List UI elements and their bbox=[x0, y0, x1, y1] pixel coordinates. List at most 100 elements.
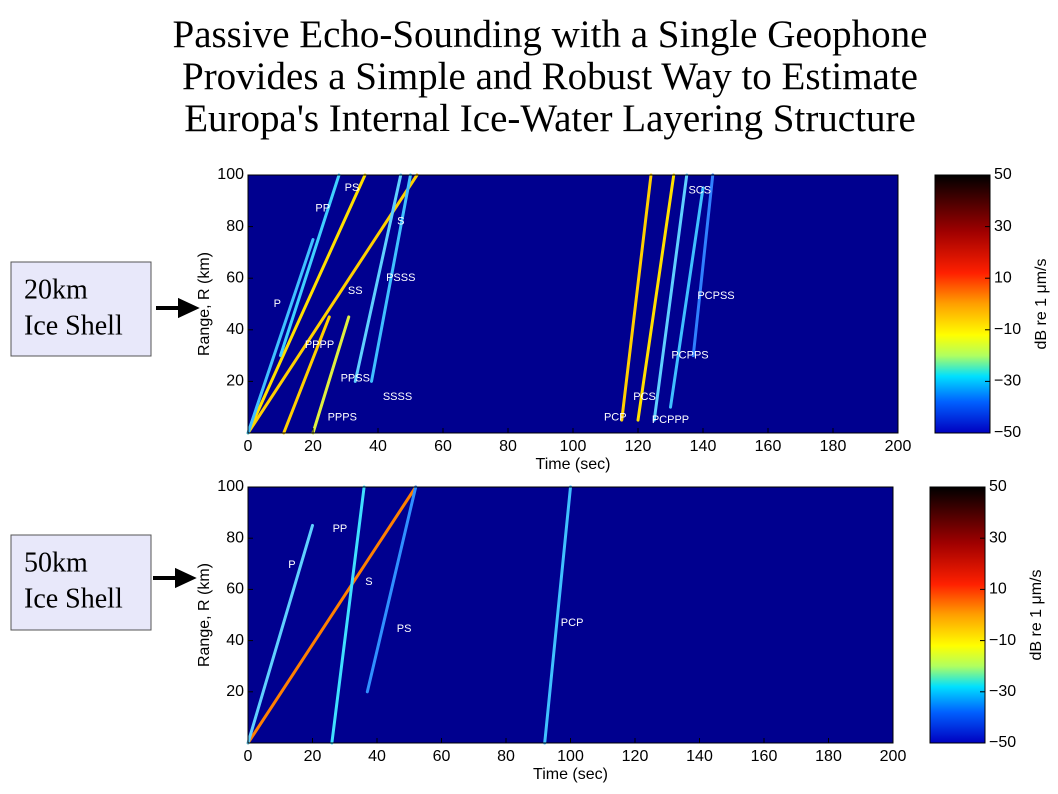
x-tick-label: 80 bbox=[497, 748, 515, 765]
arrival-curve bbox=[636, 173, 676, 422]
annotation: PPPP bbox=[305, 339, 334, 351]
colorbar-tick-label: −10 bbox=[994, 321, 1021, 338]
annotation: PCPPP bbox=[652, 414, 689, 426]
box-label: Ice Shell bbox=[24, 310, 123, 341]
y-tick-label: 40 bbox=[226, 321, 244, 338]
y-tick-label: 80 bbox=[226, 529, 244, 546]
plot-area bbox=[248, 175, 898, 433]
x-tick-label: 180 bbox=[815, 748, 842, 765]
x-tick-label: 80 bbox=[499, 438, 517, 455]
annotation: PPPS bbox=[328, 411, 357, 423]
annotation: PSSS bbox=[386, 272, 415, 284]
colorbar-tick-label: −30 bbox=[989, 683, 1016, 700]
arrival-curve bbox=[282, 315, 331, 435]
x-tick-label: 200 bbox=[880, 748, 907, 765]
arrow bbox=[153, 567, 197, 589]
y-axis-label: Range, R (km) bbox=[196, 563, 213, 667]
label-box bbox=[10, 534, 152, 631]
arrow bbox=[156, 297, 200, 319]
annotation: SCS bbox=[688, 184, 711, 196]
colorbar-tick-label: −50 bbox=[989, 734, 1016, 751]
x-tick-label: 40 bbox=[369, 438, 387, 455]
arrival-curve bbox=[620, 173, 653, 422]
x-tick-label: 60 bbox=[433, 748, 451, 765]
arrival-curve bbox=[246, 485, 418, 745]
label-box bbox=[10, 261, 152, 357]
arrival-curve bbox=[652, 173, 689, 422]
y-tick-label: 40 bbox=[226, 632, 244, 649]
colorbar-tick-label: −10 bbox=[989, 632, 1016, 649]
y-tick-label: 100 bbox=[217, 166, 244, 183]
annotation: PCP bbox=[604, 411, 627, 423]
y-tick-label: 100 bbox=[217, 478, 244, 495]
x-tick-label: 0 bbox=[244, 438, 253, 455]
colorbar-tick-label: 50 bbox=[989, 478, 1007, 495]
y-tick-label: 60 bbox=[226, 269, 244, 286]
colorbar-tick-label: 30 bbox=[989, 529, 1007, 546]
x-tick-label: 160 bbox=[755, 438, 782, 455]
colorbar-tick-label: −50 bbox=[994, 424, 1021, 441]
arrival-curve bbox=[691, 173, 715, 358]
arrival-curve bbox=[246, 173, 367, 435]
y-tick-label: 20 bbox=[226, 373, 244, 390]
annotation: PCS bbox=[633, 391, 656, 403]
x-tick-label: 100 bbox=[557, 748, 584, 765]
colorbar-label: dB re 1 μm/s bbox=[1028, 569, 1045, 660]
annotation: PS bbox=[345, 182, 360, 194]
annotation: PCPSS bbox=[697, 290, 734, 302]
colorbar-tick-label: 10 bbox=[989, 581, 1007, 598]
x-tick-label: 100 bbox=[560, 438, 587, 455]
colorbar-tick-label: 30 bbox=[994, 218, 1012, 235]
annotation: P bbox=[274, 298, 281, 310]
arrival-curve bbox=[365, 485, 418, 694]
y-tick-label: 20 bbox=[226, 683, 244, 700]
x-axis-label: Time (sec) bbox=[536, 456, 611, 473]
annotation: PPSS bbox=[341, 373, 370, 385]
arrival-curve bbox=[543, 485, 572, 745]
box-label: 50km bbox=[24, 547, 88, 578]
arrival-curve bbox=[370, 173, 412, 383]
arrival-curve bbox=[330, 485, 366, 745]
arrival-curve bbox=[246, 173, 419, 435]
title-line: Europa's Internal Ice-Water Layering Str… bbox=[184, 97, 916, 140]
x-tick-label: 120 bbox=[622, 748, 649, 765]
colorbar-tick-label: 10 bbox=[994, 269, 1012, 286]
y-axis-label: Range, R (km) bbox=[196, 252, 213, 356]
x-tick-label: 20 bbox=[304, 748, 322, 765]
box-label: 20km bbox=[24, 274, 88, 305]
x-tick-label: 160 bbox=[751, 748, 778, 765]
arrival-curve bbox=[246, 238, 315, 435]
x-tick-label: 180 bbox=[820, 438, 847, 455]
title-line: Passive Echo-Sounding with a Single Geop… bbox=[173, 13, 928, 56]
annotation: SSSS bbox=[383, 391, 412, 403]
title-line: Provides a Simple and Robust Way to Esti… bbox=[182, 55, 918, 98]
colorbar bbox=[929, 486, 986, 744]
annotation: PS bbox=[397, 623, 412, 635]
arrival-curve bbox=[279, 173, 341, 358]
arrival-curve bbox=[311, 315, 351, 435]
annotation: P bbox=[288, 559, 295, 571]
colorbar bbox=[934, 174, 991, 434]
x-tick-label: 40 bbox=[368, 748, 386, 765]
annotation: PCPPS bbox=[671, 350, 708, 362]
box-label: Ice Shell bbox=[24, 583, 123, 614]
x-tick-label: 0 bbox=[244, 748, 253, 765]
annotation: SS bbox=[348, 285, 363, 297]
annotation: S bbox=[365, 576, 372, 588]
arrival-curve bbox=[669, 186, 705, 409]
arrival-curve bbox=[246, 523, 314, 745]
arrival-curve bbox=[353, 173, 403, 383]
plot-area bbox=[248, 487, 893, 743]
annotation: S bbox=[397, 215, 404, 227]
x-tick-label: 60 bbox=[434, 438, 452, 455]
annotation: PCP bbox=[561, 617, 584, 629]
x-tick-label: 140 bbox=[690, 438, 717, 455]
x-tick-label: 20 bbox=[304, 438, 322, 455]
annotation: PP bbox=[333, 523, 348, 535]
y-tick-label: 80 bbox=[226, 218, 244, 235]
y-tick-label: 60 bbox=[226, 581, 244, 598]
x-axis-label: Time (sec) bbox=[533, 766, 608, 783]
x-tick-label: 120 bbox=[625, 438, 652, 455]
x-tick-label: 200 bbox=[885, 438, 912, 455]
